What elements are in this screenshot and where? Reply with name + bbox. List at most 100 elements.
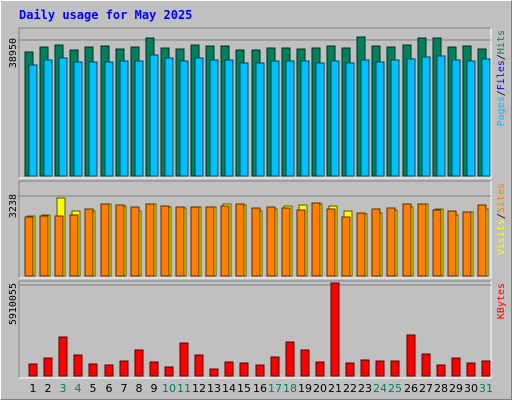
day-label-16: 16 xyxy=(253,382,267,395)
legend-separator: / xyxy=(496,213,507,219)
day-label-30: 30 xyxy=(464,382,478,395)
legend-separator: / xyxy=(496,90,507,96)
day-label-6: 6 xyxy=(106,382,113,395)
bar-pages-day-22 xyxy=(345,62,355,177)
panel-hits-files-pages-scale-label: 38950 xyxy=(8,38,19,68)
bar-sites-day-11 xyxy=(175,206,185,277)
day-label-29: 29 xyxy=(449,382,463,395)
bar-kbytes-day-12 xyxy=(194,354,204,377)
bar-sites-day-24 xyxy=(371,208,381,277)
bar-kbytes-day-17 xyxy=(270,356,280,377)
bar-pages-day-23 xyxy=(360,59,370,177)
day-label-9: 9 xyxy=(151,382,158,395)
bar-sites-day-29 xyxy=(447,210,457,277)
bar-sites-day-31 xyxy=(477,204,487,277)
bar-pages-day-26 xyxy=(406,58,416,177)
day-label-13: 13 xyxy=(207,382,221,395)
bar-pages-day-7 xyxy=(119,60,129,177)
day-label-7: 7 xyxy=(121,382,128,395)
bar-pages-day-25 xyxy=(390,59,400,177)
bar-sites-day-4 xyxy=(69,214,79,277)
bar-kbytes-day-2 xyxy=(43,357,53,377)
bar-kbytes-day-10 xyxy=(164,366,174,377)
chart-title: Daily usage for May 2025 xyxy=(19,8,193,22)
bar-kbytes-day-28 xyxy=(436,364,446,377)
bar-pages-day-10 xyxy=(164,57,174,177)
bar-pages-day-1 xyxy=(28,64,38,177)
bar-pages-day-21 xyxy=(330,60,340,177)
bar-sites-day-28 xyxy=(432,209,442,277)
bar-sites-day-13 xyxy=(205,206,215,277)
bar-sites-day-12 xyxy=(190,206,200,277)
bar-kbytes-day-21 xyxy=(330,282,340,377)
bar-kbytes-day-7 xyxy=(119,360,129,377)
bar-sites-day-26 xyxy=(402,203,412,277)
day-label-24: 24 xyxy=(373,382,387,395)
bar-pages-day-29 xyxy=(451,59,461,177)
bar-pages-day-4 xyxy=(73,61,83,177)
bar-pages-day-17 xyxy=(270,60,280,177)
bar-pages-day-30 xyxy=(466,60,476,177)
bar-kbytes-day-5 xyxy=(88,363,98,377)
bar-pages-day-20 xyxy=(315,62,325,177)
bar-sites-day-9 xyxy=(145,203,155,277)
bar-kbytes-day-1 xyxy=(28,363,38,377)
bar-sites-day-25 xyxy=(386,207,396,277)
day-label-26: 26 xyxy=(404,382,418,395)
bar-kbytes-day-26 xyxy=(406,334,416,377)
bar-kbytes-day-30 xyxy=(466,362,476,377)
bar-pages-day-5 xyxy=(88,61,98,177)
bar-sites-day-1 xyxy=(24,216,34,277)
panel-visits-sites-scale-label: 3238 xyxy=(8,194,19,218)
panel-visits-sites-legend: Visits/Sites xyxy=(496,183,507,255)
bar-pages-day-24 xyxy=(375,61,385,177)
bar-sites-day-20 xyxy=(311,202,321,277)
bar-sites-day-5 xyxy=(84,208,94,277)
day-label-2: 2 xyxy=(45,382,52,395)
bar-pages-day-13 xyxy=(209,59,219,177)
day-label-31: 31 xyxy=(479,382,493,395)
day-label-17: 17 xyxy=(268,382,282,395)
day-label-27: 27 xyxy=(419,382,433,395)
panel-kbytes-legend: KBytes xyxy=(496,283,507,319)
legend-visits: Visits xyxy=(496,219,507,255)
day-label-4: 4 xyxy=(75,382,82,395)
bar-kbytes-day-29 xyxy=(451,357,461,377)
bar-pages-day-8 xyxy=(134,60,144,177)
bar-pages-day-11 xyxy=(179,60,189,177)
bar-kbytes-day-24 xyxy=(375,360,385,377)
bar-sites-day-19 xyxy=(296,209,306,277)
bar-pages-day-12 xyxy=(194,57,204,177)
bar-sites-day-10 xyxy=(160,205,170,277)
day-label-1: 1 xyxy=(30,382,37,395)
bar-pages-day-15 xyxy=(239,62,249,177)
bar-pages-day-18 xyxy=(285,60,295,177)
bar-pages-day-28 xyxy=(436,55,446,177)
day-label-3: 3 xyxy=(60,382,67,395)
bar-pages-day-14 xyxy=(224,59,234,177)
legend-files: Files xyxy=(496,60,507,90)
bar-sites-day-16 xyxy=(251,207,261,277)
day-label-12: 12 xyxy=(192,382,206,395)
day-label-8: 8 xyxy=(136,382,143,395)
bar-sites-day-30 xyxy=(462,211,472,277)
bar-sites-day-6 xyxy=(100,203,110,277)
day-label-19: 19 xyxy=(298,382,312,395)
bar-sites-day-14 xyxy=(220,205,230,277)
bar-sites-day-3 xyxy=(54,215,64,277)
bar-sites-day-22 xyxy=(341,216,351,277)
day-label-18: 18 xyxy=(283,382,297,395)
bar-sites-day-17 xyxy=(266,206,276,277)
bar-pages-day-3 xyxy=(58,57,68,177)
bar-kbytes-day-6 xyxy=(104,364,114,377)
day-label-25: 25 xyxy=(388,382,402,395)
bar-kbytes-day-15 xyxy=(239,362,249,377)
day-label-11: 11 xyxy=(177,382,191,395)
bar-sites-day-21 xyxy=(326,208,336,277)
bar-kbytes-day-8 xyxy=(134,349,144,377)
day-label-23: 23 xyxy=(358,382,372,395)
bar-kbytes-day-27 xyxy=(421,353,431,377)
bar-pages-day-19 xyxy=(300,60,310,177)
legend-kbytes: KBytes xyxy=(496,283,507,319)
bar-kbytes-day-22 xyxy=(345,362,355,377)
